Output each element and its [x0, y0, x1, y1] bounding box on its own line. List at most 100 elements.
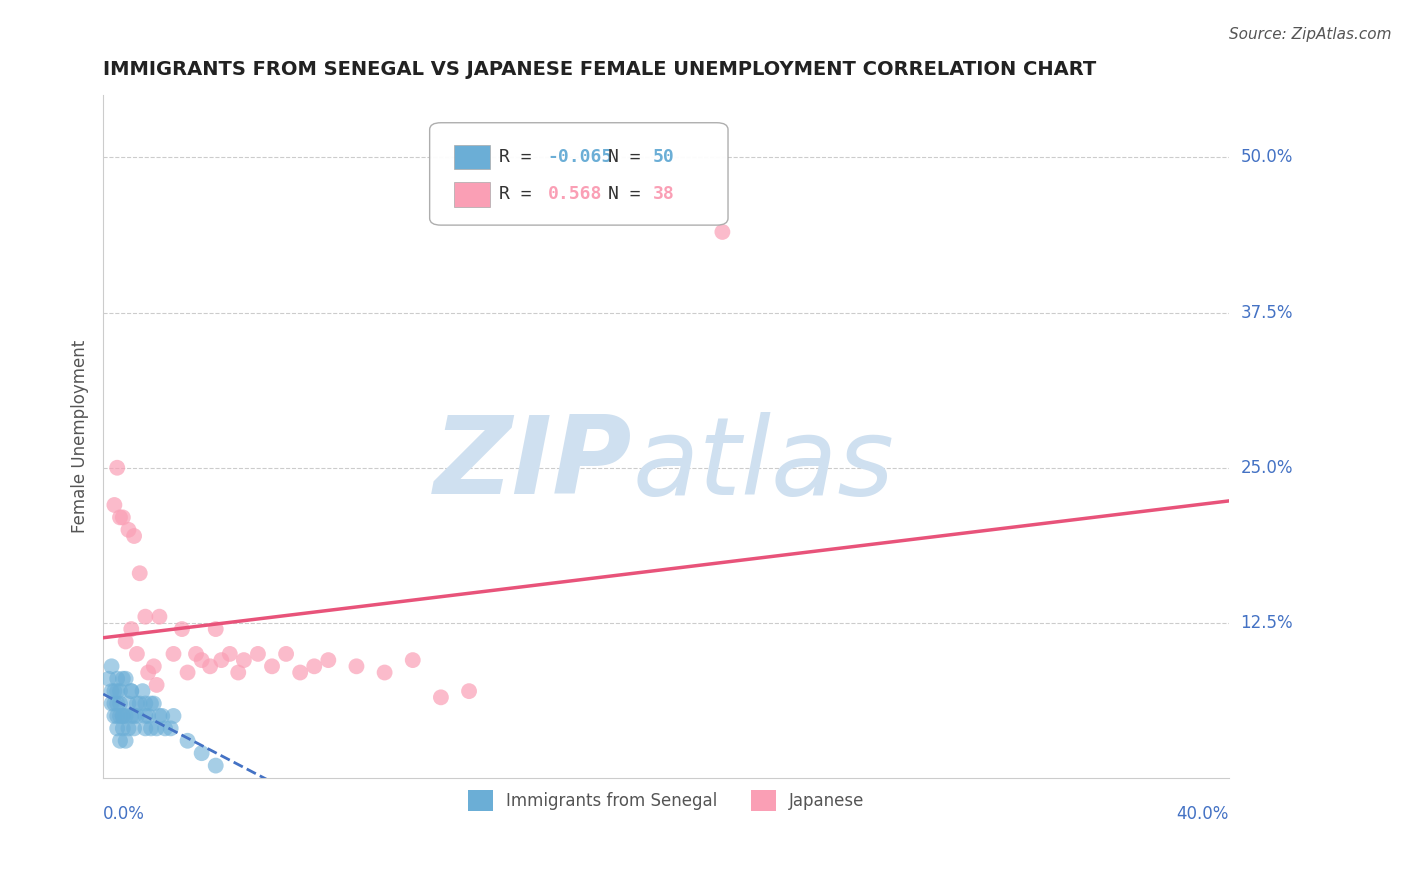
Text: R =: R = — [499, 186, 554, 203]
Point — [134, 722, 156, 736]
Legend: Immigrants from Senegal, Japanese: Immigrants from Senegal, Japanese — [461, 784, 872, 817]
Point — [105, 672, 128, 686]
Point — [103, 684, 125, 698]
Point — [120, 684, 142, 698]
Point — [111, 709, 134, 723]
Point — [153, 722, 176, 736]
Point — [114, 672, 136, 686]
Text: R =: R = — [499, 148, 543, 166]
Text: -0.065: -0.065 — [548, 148, 613, 166]
Point — [108, 684, 131, 698]
Point — [204, 758, 226, 772]
Point — [318, 653, 340, 667]
Point — [122, 709, 145, 723]
Point — [458, 684, 481, 698]
Point — [134, 697, 156, 711]
Point — [103, 697, 125, 711]
Point — [374, 665, 396, 680]
Point — [111, 672, 134, 686]
Text: Source: ZipAtlas.com: Source: ZipAtlas.com — [1229, 27, 1392, 42]
Y-axis label: Female Unemployment: Female Unemployment — [72, 340, 89, 533]
Point — [131, 684, 153, 698]
Point — [128, 697, 150, 711]
Point — [111, 510, 134, 524]
Point — [105, 697, 128, 711]
Point — [145, 722, 167, 736]
Point — [226, 665, 249, 680]
Point — [111, 722, 134, 736]
Point — [122, 722, 145, 736]
Point — [105, 684, 128, 698]
Point — [139, 722, 162, 736]
Text: 25.0%: 25.0% — [1240, 458, 1294, 476]
Point — [176, 733, 198, 747]
Point — [136, 709, 159, 723]
Point — [120, 684, 142, 698]
Point — [125, 709, 148, 723]
Point — [134, 709, 156, 723]
Point — [176, 665, 198, 680]
Point — [120, 622, 142, 636]
Point — [190, 653, 212, 667]
Point — [114, 733, 136, 747]
Point — [100, 659, 122, 673]
Point — [150, 709, 173, 723]
Point — [190, 746, 212, 760]
Point — [105, 709, 128, 723]
Point — [100, 697, 122, 711]
Point — [170, 622, 193, 636]
Point — [117, 722, 139, 736]
FancyBboxPatch shape — [430, 123, 728, 225]
Point — [346, 659, 368, 673]
Point — [134, 609, 156, 624]
Point — [142, 697, 165, 711]
Point — [162, 709, 184, 723]
Point — [120, 709, 142, 723]
Point — [111, 709, 134, 723]
Text: IMMIGRANTS FROM SENEGAL VS JAPANESE FEMALE UNEMPLOYMENT CORRELATION CHART: IMMIGRANTS FROM SENEGAL VS JAPANESE FEMA… — [103, 60, 1097, 78]
Point — [114, 709, 136, 723]
Point — [128, 566, 150, 581]
Point — [117, 697, 139, 711]
Point — [209, 653, 232, 667]
Point — [105, 722, 128, 736]
FancyBboxPatch shape — [454, 145, 491, 169]
Point — [430, 690, 453, 705]
Point — [232, 653, 254, 667]
Point — [711, 225, 734, 239]
Text: 38: 38 — [652, 186, 675, 203]
Point — [100, 684, 122, 698]
Point — [97, 672, 120, 686]
Point — [198, 659, 221, 673]
Point — [288, 665, 311, 680]
Point — [108, 733, 131, 747]
Text: atlas: atlas — [633, 411, 894, 516]
Point — [103, 498, 125, 512]
Text: ZIP: ZIP — [434, 411, 633, 517]
Point — [125, 647, 148, 661]
Point — [117, 523, 139, 537]
Point — [218, 647, 240, 661]
Point — [105, 460, 128, 475]
Text: 40.0%: 40.0% — [1177, 805, 1229, 823]
Point — [103, 709, 125, 723]
FancyBboxPatch shape — [454, 182, 491, 207]
Text: 0.568: 0.568 — [548, 186, 602, 203]
Point — [184, 647, 207, 661]
Point — [114, 634, 136, 648]
Point — [142, 659, 165, 673]
Point — [145, 678, 167, 692]
Point — [162, 647, 184, 661]
Point — [125, 697, 148, 711]
Text: 50: 50 — [652, 148, 675, 166]
Point — [148, 709, 170, 723]
Text: 37.5%: 37.5% — [1240, 303, 1294, 322]
Text: 0.0%: 0.0% — [103, 805, 145, 823]
Point — [139, 697, 162, 711]
Point — [159, 722, 181, 736]
Text: N =: N = — [607, 148, 651, 166]
Text: N =: N = — [607, 186, 651, 203]
Text: 50.0%: 50.0% — [1240, 148, 1292, 167]
Point — [302, 659, 325, 673]
Point — [148, 609, 170, 624]
